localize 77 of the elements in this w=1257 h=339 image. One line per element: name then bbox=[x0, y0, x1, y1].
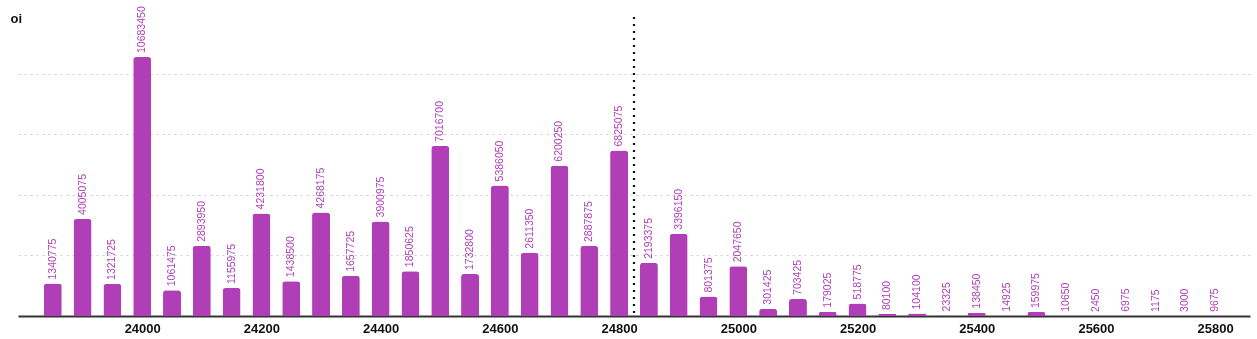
x-tick-label: 25000 bbox=[720, 320, 757, 336]
data-label: 6975 bbox=[1118, 288, 1131, 312]
data-label: 80100 bbox=[880, 280, 893, 311]
bar bbox=[639, 262, 658, 316]
x-tick-label: 24400 bbox=[363, 320, 400, 336]
bar bbox=[669, 233, 688, 316]
data-label: 2450 bbox=[1088, 288, 1101, 312]
x-tick-label: 24800 bbox=[601, 320, 638, 336]
bar bbox=[699, 296, 718, 316]
bar bbox=[371, 221, 390, 316]
data-label: 2047650 bbox=[731, 221, 744, 263]
x-tick-label: 25400 bbox=[959, 320, 996, 336]
data-label: 23325 bbox=[939, 282, 952, 312]
x-tick-label: 25800 bbox=[1197, 320, 1234, 336]
bar bbox=[222, 287, 241, 316]
data-label: 10650 bbox=[1059, 282, 1072, 312]
bar bbox=[282, 281, 301, 316]
bar bbox=[610, 150, 629, 316]
bar bbox=[520, 252, 539, 316]
bar bbox=[401, 271, 420, 316]
bar bbox=[133, 57, 152, 316]
data-label: 14925 bbox=[999, 282, 1012, 312]
data-label: 104100 bbox=[910, 274, 923, 310]
bar bbox=[73, 218, 92, 316]
data-label: 138450 bbox=[969, 273, 982, 309]
data-label: 6825075 bbox=[612, 105, 625, 147]
data-label: 518775 bbox=[850, 264, 863, 300]
bar bbox=[341, 275, 360, 316]
data-label: 4231800 bbox=[254, 168, 267, 210]
data-label: 1175 bbox=[1148, 289, 1161, 312]
data-label: 179025 bbox=[820, 272, 833, 308]
data-label: 1061475 bbox=[165, 245, 178, 287]
bar bbox=[788, 298, 807, 316]
data-label: 159975 bbox=[1029, 272, 1042, 309]
data-label: 1850625 bbox=[403, 226, 416, 268]
bar bbox=[550, 165, 569, 316]
data-label: 4005075 bbox=[75, 173, 88, 215]
bar bbox=[252, 213, 271, 316]
bar bbox=[163, 290, 182, 316]
data-label: 703425 bbox=[790, 259, 803, 295]
data-label: 10683450 bbox=[135, 6, 148, 53]
data-label: 1155975 bbox=[224, 243, 237, 284]
data-label: 801375 bbox=[701, 257, 714, 293]
x-tick-label: 25200 bbox=[839, 320, 877, 336]
data-label: 4268175 bbox=[314, 167, 327, 209]
x-tick-label: 25600 bbox=[1078, 320, 1115, 336]
bar bbox=[431, 145, 450, 316]
data-label: 1321725 bbox=[105, 238, 118, 280]
data-label: 3396150 bbox=[671, 188, 684, 230]
data-label: 1657725 bbox=[343, 230, 356, 272]
data-label: 3900975 bbox=[373, 176, 386, 218]
data-label: 2893950 bbox=[194, 200, 207, 242]
data-label: 5386050 bbox=[492, 140, 505, 182]
data-label: 1340775 bbox=[45, 238, 58, 280]
data-label: 1438500 bbox=[284, 236, 297, 278]
bar bbox=[490, 185, 509, 316]
bar bbox=[1027, 312, 1046, 316]
data-label: 2887875 bbox=[582, 200, 595, 242]
bar bbox=[192, 245, 211, 316]
x-tick-label: 24000 bbox=[124, 320, 161, 336]
bar bbox=[312, 212, 331, 316]
data-label: 2193375 bbox=[641, 217, 654, 259]
data-label: 9675 bbox=[1208, 288, 1221, 312]
data-label: 301425 bbox=[761, 269, 774, 305]
bar bbox=[103, 283, 122, 316]
bar bbox=[43, 283, 62, 316]
data-label: 2611350 bbox=[522, 208, 535, 249]
x-tick-label: 24200 bbox=[243, 320, 281, 336]
data-label: 1732800 bbox=[463, 228, 476, 270]
bar bbox=[580, 245, 599, 316]
x-tick-label: 24600 bbox=[482, 320, 519, 336]
data-label: 7016700 bbox=[433, 100, 446, 142]
data-label: 3000 bbox=[1178, 288, 1191, 312]
bar bbox=[461, 273, 480, 316]
bar bbox=[729, 266, 748, 316]
data-label: 6200250 bbox=[552, 120, 565, 162]
y-axis-title: oi bbox=[10, 10, 23, 26]
